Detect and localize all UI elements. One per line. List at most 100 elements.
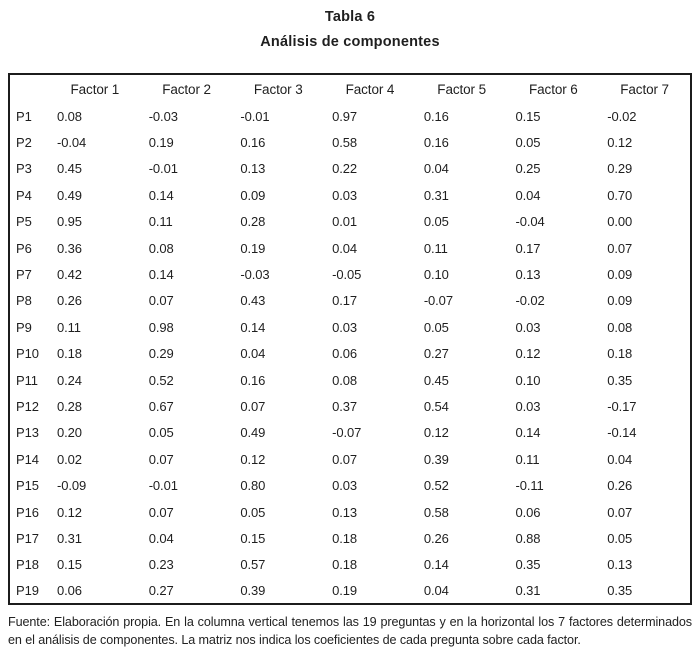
table-cell: 0.10 [423, 267, 449, 283]
table-cell: 0.14 [148, 187, 174, 203]
table-cell: 0.07 [148, 504, 174, 520]
table-cell: 0.49 [57, 187, 82, 203]
table-cell: 0.07 [148, 451, 174, 467]
table-cell: 0.36 [57, 240, 82, 256]
table-row: P19 0.06 0.27 0.39 0.19 0.04 0.31 0.35 [9, 578, 691, 604]
table-cell: 0.15 [57, 557, 82, 573]
table-cell: -0.14 [607, 425, 637, 441]
row-label: P18 [16, 557, 39, 573]
table-cell: -0.04 [515, 214, 545, 230]
table-cell: -0.02 [515, 293, 545, 309]
table-cell: 0.13 [332, 504, 358, 520]
table-cell: 0.97 [332, 108, 358, 124]
table-cell: 0.01 [332, 214, 358, 230]
table-cell: 0.04 [148, 530, 174, 546]
row-label: P13 [16, 425, 39, 441]
table-cell: -0.09 [57, 478, 87, 494]
table-cell: -0.04 [57, 135, 87, 151]
components-table: Factor 1 Factor 2 Factor 3 Factor 4 Factor 5… [8, 73, 692, 606]
source-note: Fuente: Elaboración propia. En la column… [8, 615, 692, 647]
table-cell: 0.54 [423, 398, 449, 414]
table-cell: -0.03 [240, 267, 270, 283]
table-cell: 0.35 [607, 372, 633, 388]
table-cell: 0.19 [332, 583, 358, 599]
table-cell: 0.16 [240, 135, 266, 151]
table-cell: 0.08 [607, 319, 633, 335]
table-cell: 0.29 [148, 346, 174, 362]
table-cell: -0.17 [607, 398, 637, 414]
table-cell: -0.02 [607, 108, 637, 124]
table-cell: 0.19 [240, 240, 266, 256]
table-cell: 0.08 [148, 240, 174, 256]
table-cell: 0.03 [515, 398, 541, 414]
table-cell: 0.09 [607, 293, 633, 309]
table-row: P4 0.49 0.14 0.09 0.03 0.31 0.04 0.70 [9, 182, 691, 208]
table-cell: 0.04 [423, 161, 449, 177]
row-label: P11 [16, 372, 38, 388]
table-cell: 0.16 [240, 372, 266, 388]
table-cell: 0.08 [332, 372, 358, 388]
table-cell: 0.03 [332, 319, 358, 335]
row-label: P9 [16, 319, 32, 335]
column-header-factor-4: Factor 4 [345, 81, 395, 97]
table-cell: 0.04 [607, 451, 633, 467]
table-cell: 0.28 [57, 398, 82, 414]
table-cell: 0.11 [57, 319, 81, 335]
table-cell: 0.18 [57, 346, 82, 362]
table-cell: 0.31 [57, 530, 82, 546]
row-label: P6 [16, 240, 32, 256]
table-cell: 0.07 [607, 240, 633, 256]
table-cell: 0.29 [607, 161, 633, 177]
table-cell: 0.04 [515, 187, 541, 203]
table-cell: 0.05 [515, 135, 541, 151]
table-cell: 0.18 [332, 557, 358, 573]
table-cell: 0.26 [607, 478, 633, 494]
table-cell: -0.11 [515, 478, 544, 494]
table-cell: 0.12 [423, 425, 449, 441]
table-cell: 0.12 [240, 451, 266, 467]
table-cell: 0.05 [240, 504, 266, 520]
table-row: P10 0.18 0.29 0.04 0.06 0.27 0.12 0.18 [9, 341, 691, 367]
table-cell: 0.17 [332, 293, 358, 309]
table-cell: 0.07 [148, 293, 174, 309]
table-cell: 0.14 [515, 425, 541, 441]
column-header-factor-6: Factor 6 [529, 81, 578, 97]
table-cell: 0.52 [148, 372, 174, 388]
table-cell: 0.08 [57, 108, 82, 124]
table-cell: 0.13 [240, 161, 266, 177]
table-cell: 0.05 [148, 425, 174, 441]
row-label: P3 [16, 161, 32, 177]
column-header-factor-5: Factor 5 [437, 81, 487, 97]
table-cell: 0.13 [607, 557, 633, 573]
table-row: P6 0.36 0.08 0.19 0.04 0.11 0.17 0.07 [9, 235, 691, 261]
table-cell: 0.16 [423, 135, 449, 151]
row-label: P2 [16, 135, 32, 151]
table-cell: -0.05 [332, 267, 362, 283]
row-label: P8 [16, 293, 32, 309]
row-label: P7 [16, 267, 32, 283]
row-label: P14 [16, 451, 39, 467]
table-row: P17 0.31 0.04 0.15 0.18 0.26 0.88 0.05 [9, 525, 691, 551]
table-row: P1 0.08 -0.03 -0.01 0.97 0.16 0.15 -0.02 [9, 103, 691, 129]
table-cell: 0.12 [607, 135, 633, 151]
table-cell: 0.42 [57, 267, 82, 283]
table-cell: 0.11 [148, 214, 173, 230]
table-cell: 0.43 [240, 293, 266, 309]
table-cell: 0.09 [607, 267, 633, 283]
table-cell: 0.31 [423, 187, 449, 203]
table-cell: 0.12 [57, 504, 82, 520]
table-cell: 0.05 [423, 214, 449, 230]
row-label: P12 [16, 398, 39, 414]
table-row: P14 0.02 0.07 0.12 0.07 0.39 0.11 0.04 [9, 446, 691, 472]
table-row: P2 -0.04 0.19 0.16 0.58 0.16 0.05 0.12 [9, 129, 691, 155]
column-header-factor-1: Factor 1 [70, 81, 120, 97]
table-row: P12 0.28 0.67 0.07 0.37 0.54 0.03 -0.17 [9, 393, 691, 419]
table-cell: 0.03 [332, 478, 358, 494]
table-cell: 0.88 [515, 530, 541, 546]
table-cell: 0.39 [240, 583, 266, 599]
table-cell: 0.14 [423, 557, 449, 573]
table-cell: 0.23 [148, 557, 174, 573]
table-cell: 0.15 [515, 108, 541, 124]
column-header-factor-2: Factor 2 [162, 81, 211, 97]
table-row: P9 0.11 0.98 0.14 0.03 0.05 0.03 0.08 [9, 314, 691, 340]
